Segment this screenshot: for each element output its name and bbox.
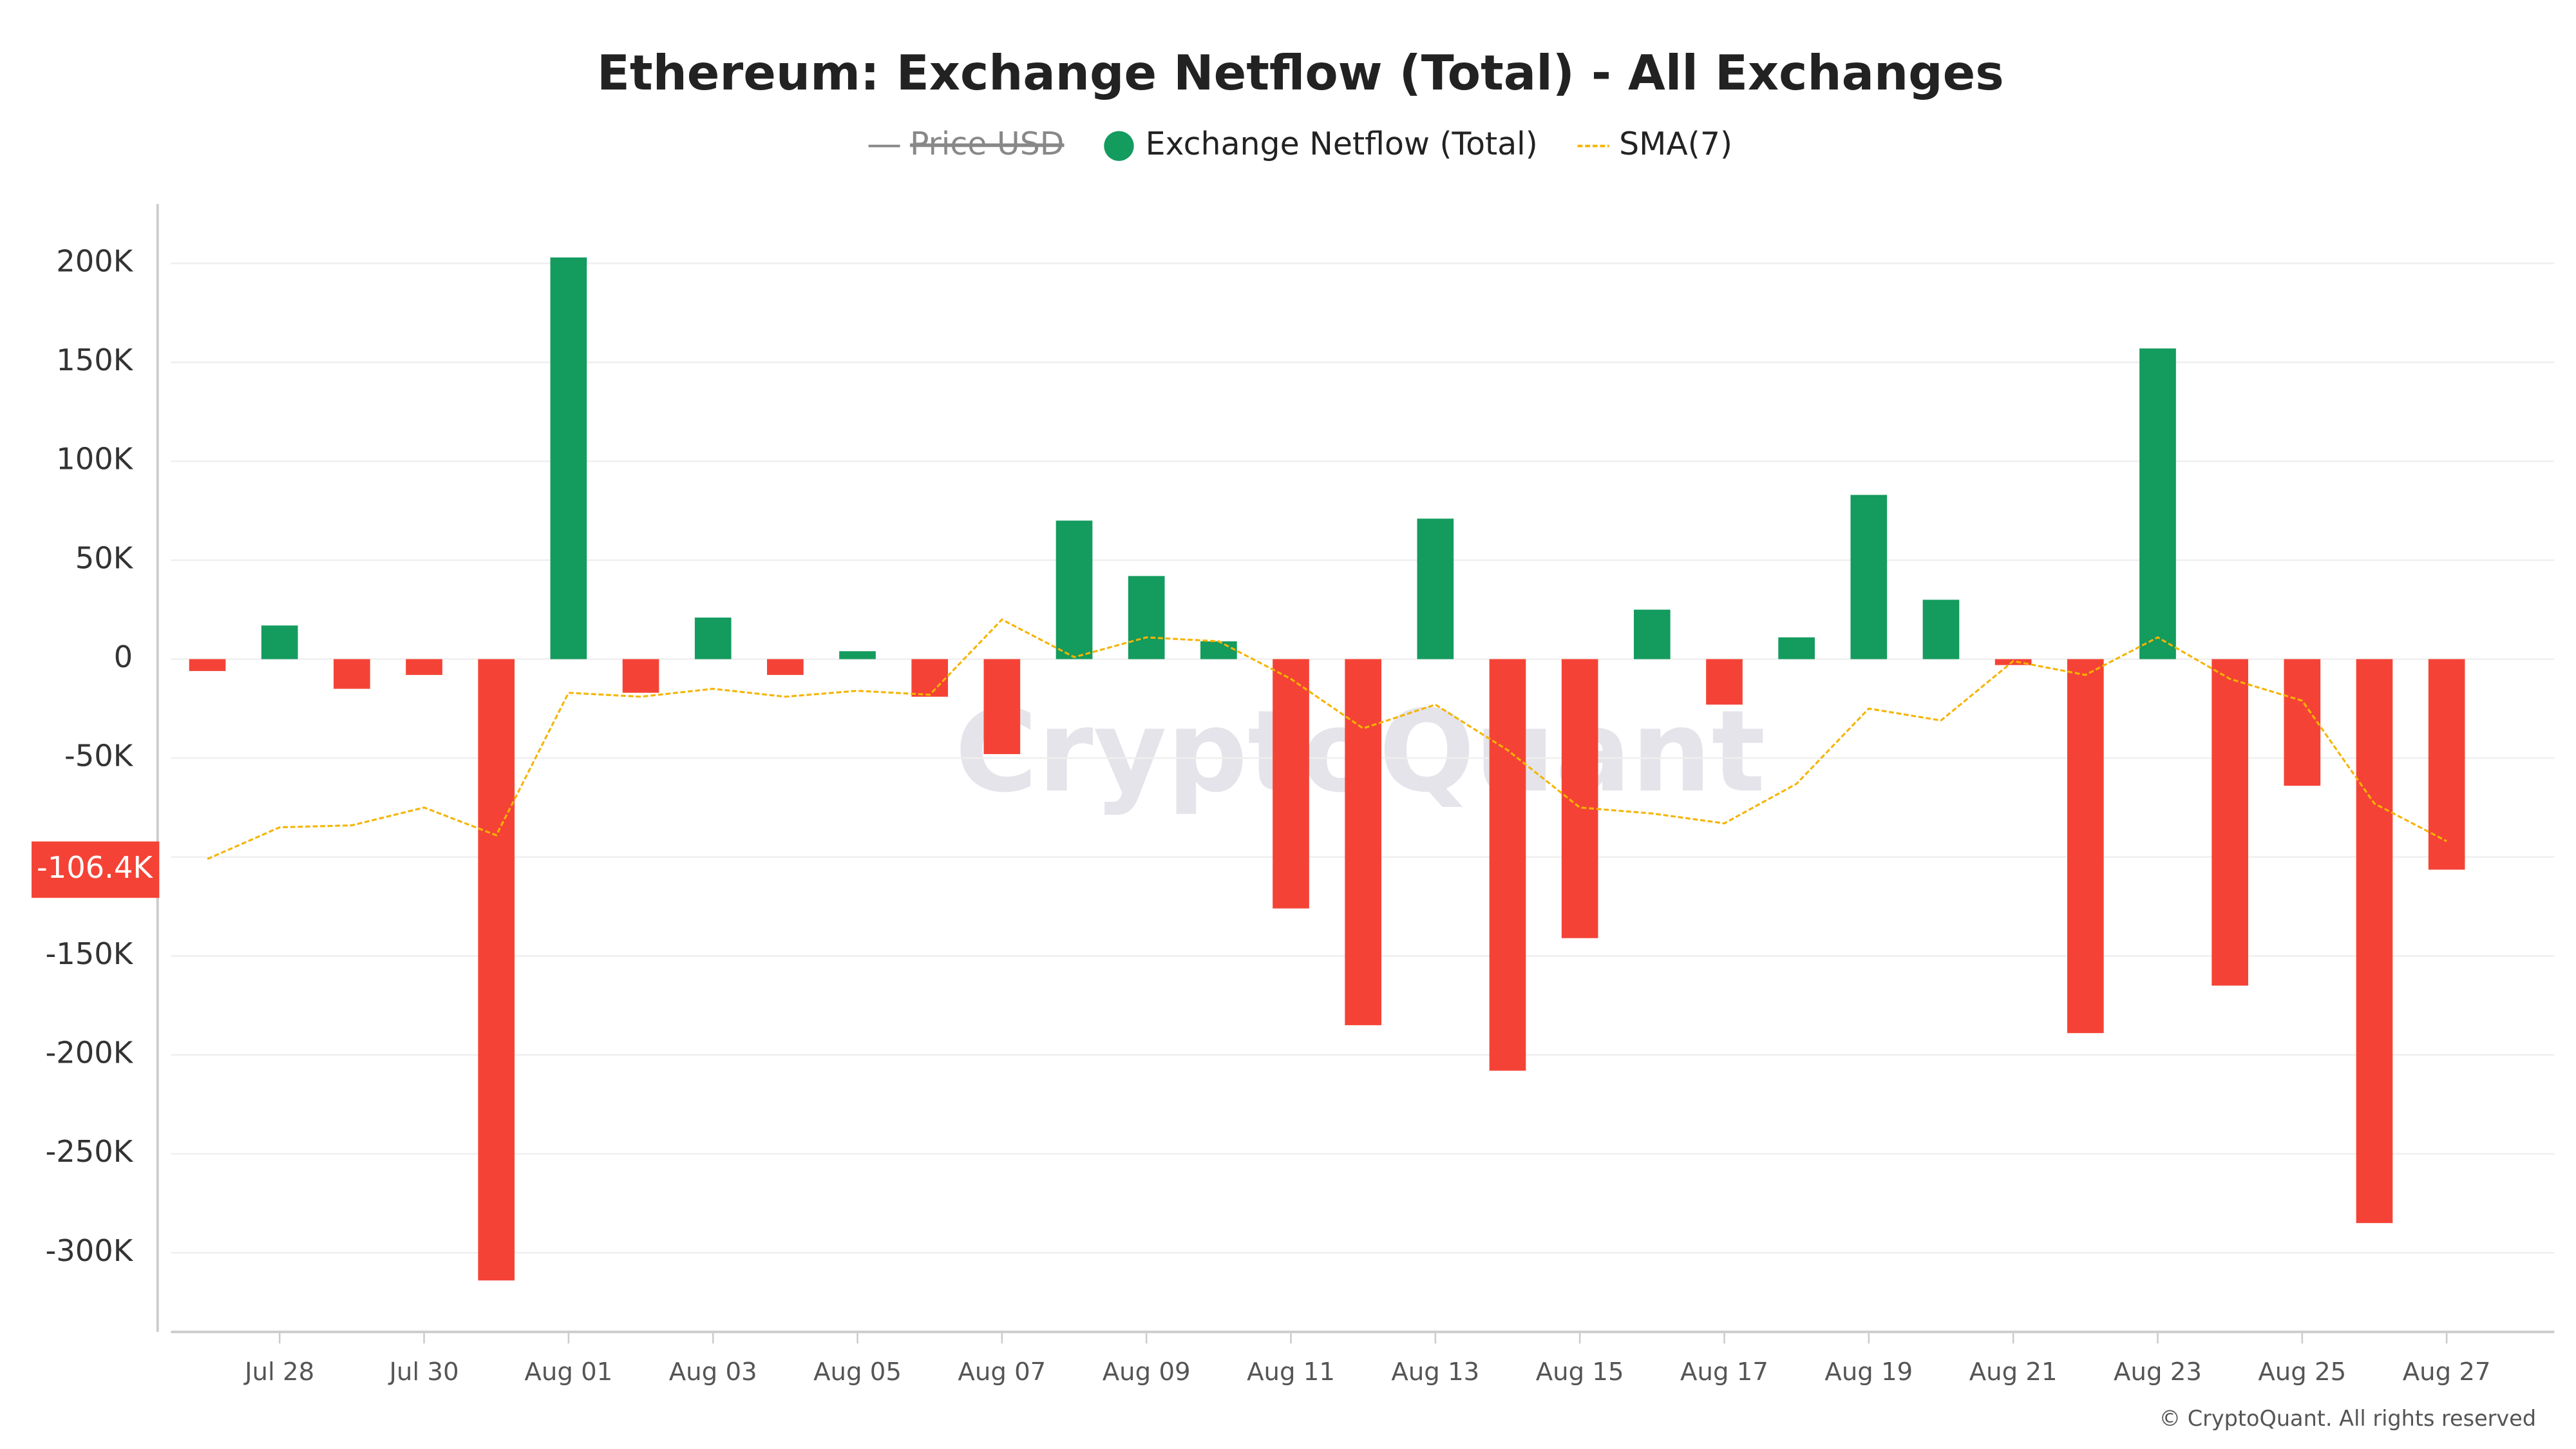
x-tick-label: Aug 15	[1536, 1358, 1624, 1387]
x-tick-label: Aug 11	[1247, 1358, 1335, 1387]
bar	[1128, 576, 1165, 659]
y-tick-label: 50K	[75, 540, 134, 575]
x-tick-label: Aug 03	[669, 1358, 757, 1387]
bar	[2067, 659, 2104, 1034]
bar	[1561, 659, 1598, 938]
legend-label: Price USD	[910, 126, 1064, 162]
bar	[2139, 348, 2176, 659]
bar	[406, 659, 442, 676]
y-tick-label: 100K	[56, 442, 133, 477]
bar	[1489, 659, 1526, 1071]
credit: © CryptoQuant. All rights reserved	[2159, 1406, 2536, 1431]
bar	[189, 659, 226, 671]
y-tick-label: -200K	[46, 1036, 134, 1070]
y-tick-label: 150K	[56, 343, 133, 377]
sma-line	[207, 618, 2447, 860]
bar	[1417, 518, 1454, 659]
x-tick-label: Jul 30	[388, 1358, 459, 1387]
bar	[334, 659, 370, 689]
x-tick-label: Aug 19	[1824, 1358, 1913, 1387]
x-tick-label: Aug 27	[2403, 1358, 2491, 1387]
bar	[2428, 659, 2465, 870]
bar	[839, 651, 876, 659]
bar	[1922, 600, 1960, 659]
value-label-box	[32, 841, 160, 898]
x-tick-label: Aug 01	[524, 1358, 612, 1387]
plot: -106.4K	[32, 257, 2465, 1281]
chart-title: Ethereum: Exchange Netflow (Total) - All…	[597, 45, 2004, 101]
bar	[622, 659, 659, 693]
x-tick-label: Aug 25	[2258, 1358, 2346, 1387]
bar	[1850, 495, 1888, 659]
bar	[478, 659, 515, 1281]
y-tick-label: -50K	[64, 739, 134, 773]
bar	[2284, 659, 2321, 786]
bar	[261, 625, 298, 659]
x-tick-label: Aug 09	[1103, 1358, 1191, 1387]
x-tick-label: Aug 13	[1391, 1358, 1479, 1387]
bar	[1273, 659, 1309, 909]
y-tick-label: 0	[114, 639, 133, 674]
bar	[2211, 659, 2248, 986]
legend-marker	[1104, 131, 1134, 161]
y-tick-label: -250K	[46, 1134, 134, 1169]
bar	[767, 659, 804, 676]
x-tick-label: Aug 17	[1680, 1358, 1768, 1387]
y-tick-label: -150K	[46, 936, 134, 971]
x-tick-label: Aug 07	[958, 1358, 1046, 1387]
bar	[1634, 609, 1671, 659]
legend-label: SMA(7)	[1619, 126, 1732, 162]
value-label: -106.4K	[37, 850, 153, 885]
bar	[1706, 659, 1743, 705]
bar	[550, 257, 587, 659]
bar	[1056, 520, 1093, 659]
x-tick-label: Aug 23	[2114, 1358, 2202, 1387]
bar	[694, 617, 732, 659]
bar	[911, 659, 949, 697]
legend: Price USD Exchange Netflow (Total) SMA(7)	[868, 126, 1732, 162]
bar	[1778, 637, 1815, 659]
x-tick-label: Aug 21	[1969, 1358, 2058, 1387]
x-tick-label: Jul 28	[243, 1358, 314, 1387]
x-tick-label: Aug 05	[813, 1358, 902, 1387]
bar	[1200, 641, 1237, 659]
legend-label: Exchange Netflow (Total)	[1146, 126, 1538, 162]
y-tick-label: -300K	[46, 1233, 134, 1268]
bar	[2356, 659, 2393, 1224]
y-tick-label: 200K	[56, 243, 133, 278]
bar	[983, 659, 1021, 754]
bar	[1345, 659, 1382, 1025]
